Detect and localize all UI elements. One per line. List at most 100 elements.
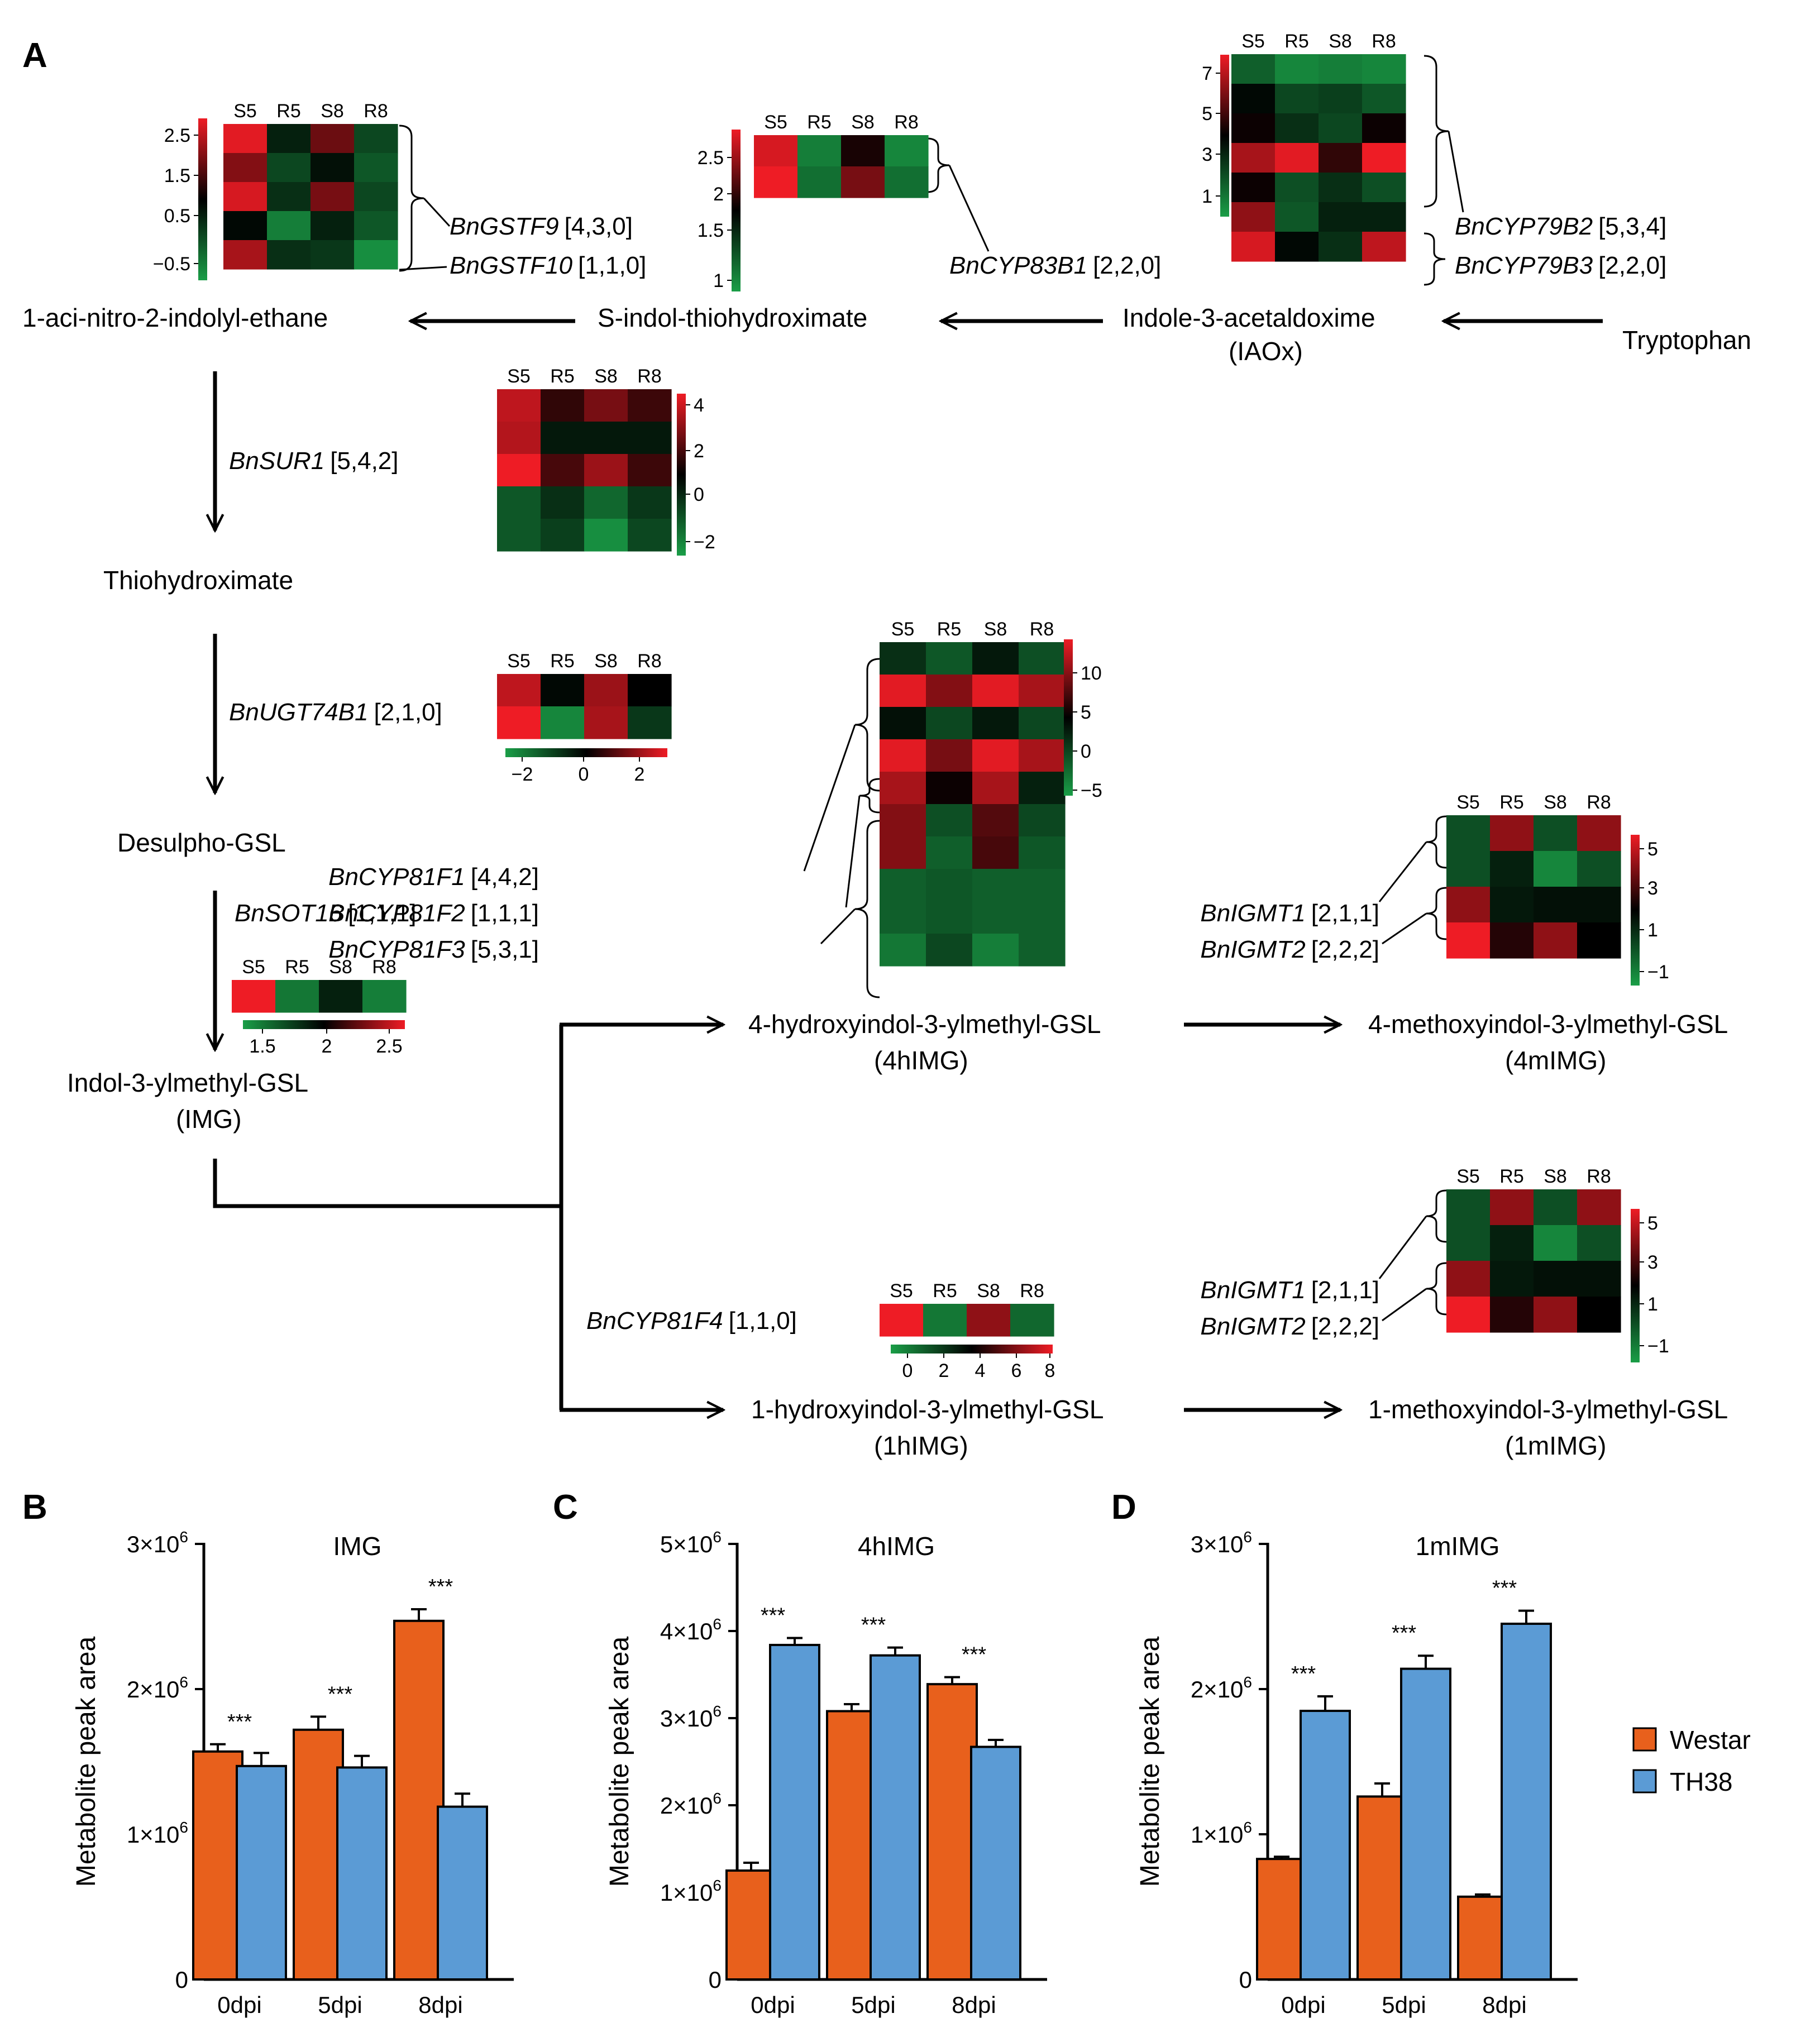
heat-cell — [1019, 642, 1066, 675]
scale-tick-label: 0.5 — [164, 205, 190, 227]
metabolite-img: Indol-3-ylmethyl-GSL — [67, 1068, 308, 1097]
y-axis-title: Metabolite peak area — [1135, 1637, 1165, 1887]
metabolite-iaox: Indole-3-acetaldoxime — [1122, 303, 1375, 332]
column-header-s5: S5 — [507, 651, 531, 672]
heat-cell — [841, 166, 885, 198]
scale-tick-label: 3 — [1647, 1252, 1658, 1273]
column-header-r5: R5 — [933, 1280, 957, 1302]
column-header-s5: S5 — [1456, 1166, 1480, 1187]
gene-label-cyp81f3: BnCYP81F3 [5,3,1] — [328, 936, 539, 963]
column-header-r5: R5 — [550, 651, 574, 672]
heat-cell — [880, 836, 926, 869]
heat-cell — [311, 153, 355, 183]
column-header-s8: S8 — [984, 619, 1007, 640]
heat-cell — [1019, 934, 1066, 967]
heat-cell — [1019, 804, 1066, 837]
heat-cell — [880, 869, 926, 902]
y-tick-label: 0 — [1239, 1967, 1252, 1993]
heat-cell — [223, 153, 267, 183]
column-header-r5: R5 — [550, 366, 574, 387]
heat-cell — [1577, 851, 1621, 887]
column-header-r5: R5 — [1499, 1166, 1523, 1187]
heat-cell — [1275, 173, 1319, 203]
heatmap-igmt-a: S5 R5 S8 R8 5 3 1 −1 — [1446, 792, 1669, 986]
heat-cell — [584, 422, 628, 455]
column-header-r8: R8 — [1587, 792, 1611, 813]
column-header-s5: S5 — [1241, 31, 1265, 52]
y-tick-label: 0 — [175, 1967, 188, 1993]
scale-tick-label: 1.5 — [249, 1036, 275, 1057]
heat-cell — [1534, 922, 1578, 959]
heat-cell — [972, 707, 1019, 740]
heat-cell — [628, 674, 672, 707]
column-header-r8: R8 — [372, 956, 396, 978]
y-tick-label: 3×106 — [1191, 1528, 1252, 1557]
heat-cell — [926, 901, 973, 934]
x-tick-label: 0dpi — [1281, 1992, 1325, 2018]
y-tick-label: 2×106 — [127, 1673, 188, 1702]
heat-cell — [885, 166, 929, 198]
heat-cell — [628, 486, 672, 519]
bar-westar-5dpi — [1356, 1795, 1408, 1981]
column-header-s5: S5 — [764, 112, 787, 133]
heat-cell — [1362, 202, 1406, 232]
heat-cell — [584, 486, 628, 519]
scale-tick-label: 2.5 — [164, 125, 190, 146]
heat-cell — [1319, 232, 1363, 262]
significance-mark: *** — [1291, 1662, 1316, 1686]
bar-westar-0dpi — [725, 1869, 777, 1981]
heat-cell — [1577, 1261, 1621, 1297]
heat-cell — [1019, 772, 1066, 805]
heat-cell — [541, 454, 585, 487]
heat-cell — [1577, 815, 1621, 852]
scale-tick-label: 2 — [322, 1036, 332, 1057]
heat-cell — [1319, 54, 1363, 84]
scale-tick-label: 5 — [1647, 1213, 1658, 1234]
heat-cell — [1490, 1297, 1534, 1333]
column-header-r5: R5 — [937, 619, 961, 640]
scale-tick-label: 2.5 — [698, 147, 724, 169]
heat-cell — [880, 739, 926, 772]
heat-cell — [1019, 901, 1066, 934]
column-header-r8: R8 — [1020, 1280, 1044, 1302]
heat-cell — [1319, 202, 1363, 232]
heat-cell — [1577, 1297, 1621, 1333]
heat-cell — [584, 706, 628, 739]
chart-title: 4hIMG — [858, 1532, 935, 1561]
heat-cell — [1019, 869, 1066, 902]
scale-tick-label: 8 — [1045, 1360, 1055, 1381]
scale-tick-label: 2.5 — [376, 1036, 402, 1057]
heat-cell — [311, 240, 355, 270]
x-tick-label: 8dpi — [952, 1992, 996, 2018]
heat-cell — [1275, 84, 1319, 114]
gene-label-igmt2-a: BnIGMT2 [2,2,2] — [1200, 936, 1379, 963]
column-header-r5: R5 — [285, 956, 309, 978]
scale-tick-label: −1 — [1647, 1336, 1669, 1357]
brace-igmt2-a — [1426, 887, 1447, 940]
heat-cell — [1319, 113, 1363, 144]
leader-igmt1-b — [1378, 1216, 1427, 1279]
color-scale-bar — [732, 130, 741, 291]
y-tick-label: 1×106 — [1191, 1819, 1252, 1848]
heat-cell — [354, 153, 398, 183]
gene-label-igmt1-b: BnIGMT1 [2,1,1] — [1200, 1276, 1379, 1304]
metabolite-4mimg-abbr: (4mIMG) — [1505, 1046, 1606, 1075]
color-scale-bar — [198, 118, 207, 280]
x-tick-label: 5dpi — [851, 1992, 895, 2018]
heat-cell — [497, 486, 541, 519]
heat-cell — [923, 1304, 967, 1337]
heat-cell — [1534, 887, 1578, 923]
bar-chart-1mimg: 0 1×106 2×106 3×106 Metabolite peak area 1mIM… — [1135, 1528, 1578, 2018]
heat-cell — [223, 211, 267, 241]
scale-tick-label: −1 — [1647, 962, 1669, 983]
heat-cell — [354, 182, 398, 212]
scale-tick-label: 6 — [1011, 1360, 1022, 1381]
brace-cyp79b3 — [1423, 232, 1446, 286]
scale-tick-label: 2 — [713, 184, 724, 205]
column-header-r5: R5 — [807, 112, 831, 133]
brace-cyp81f2 — [859, 778, 880, 814]
heat-cell — [926, 739, 973, 772]
x-tick-label: 5dpi — [1382, 1992, 1426, 2018]
scale-tick-label: 1 — [713, 270, 724, 291]
